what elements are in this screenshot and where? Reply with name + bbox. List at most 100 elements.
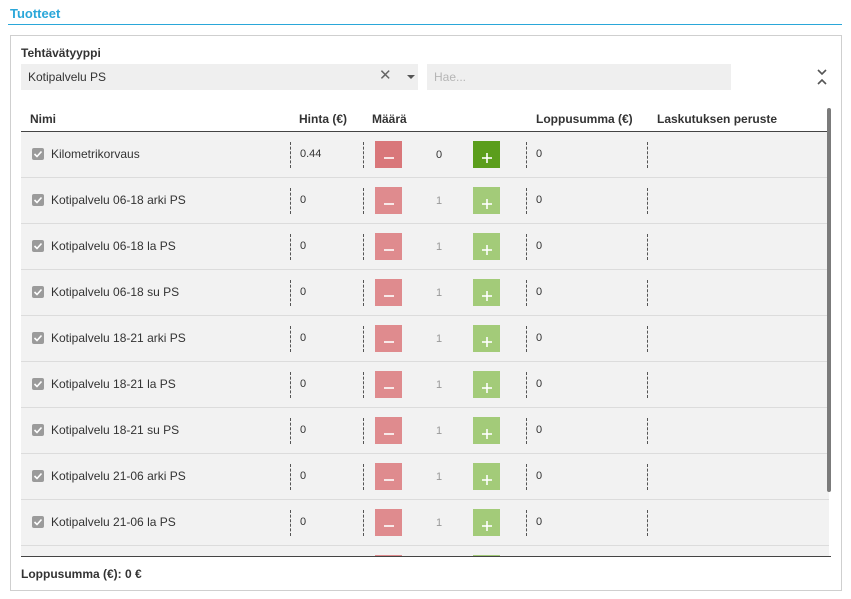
column-divider: [526, 326, 527, 352]
decrease-qty-button[interactable]: [375, 371, 402, 398]
increase-qty-button[interactable]: [473, 463, 500, 490]
table-row: Kotipalvelu 06-18 su PS 0 1 0: [21, 270, 829, 316]
row-checkbox[interactable]: [32, 470, 44, 482]
row-name: Kotipalvelu 18-21 la PS: [51, 377, 176, 391]
column-divider: [363, 372, 364, 398]
row-price: 0.44: [300, 148, 322, 160]
column-divider: [290, 142, 291, 168]
decrease-qty-button[interactable]: [375, 141, 402, 168]
increase-qty-button[interactable]: [473, 279, 500, 306]
column-divider: [363, 464, 364, 490]
row-total: 0: [536, 194, 543, 206]
column-divider: [526, 372, 527, 398]
increase-qty-button[interactable]: [473, 555, 500, 556]
row-price: 0: [300, 194, 307, 206]
search-input[interactable]: [427, 64, 731, 90]
column-divider: [363, 188, 364, 214]
column-divider: [290, 234, 291, 260]
row-price: 0: [300, 240, 307, 252]
close-icon[interactable]: ✕: [379, 67, 392, 84]
decrease-qty-button[interactable]: [375, 509, 402, 536]
increase-qty-button[interactable]: [473, 141, 500, 168]
column-divider: [647, 418, 648, 444]
minus-icon: [383, 157, 394, 159]
header-price[interactable]: Hinta (€): [299, 112, 347, 126]
row-name: Kilometrikorvaus: [51, 147, 140, 161]
header-billing[interactable]: Laskutuksen peruste: [657, 112, 778, 126]
header-total[interactable]: Loppusumma (€): [536, 112, 633, 126]
check-icon: [33, 334, 43, 342]
column-divider: [647, 372, 648, 398]
header-name[interactable]: Nimi: [30, 112, 57, 126]
column-divider: [526, 142, 527, 168]
row-total: 0: [536, 470, 543, 482]
increase-qty-button[interactable]: [473, 325, 500, 352]
decrease-qty-button[interactable]: [375, 325, 402, 352]
row-name: Kotipalvelu 06-18 arki PS: [51, 193, 186, 207]
row-checkbox[interactable]: [32, 240, 44, 252]
table-row: Kotipalvelu 18-21 su PS 0 1 0: [21, 408, 829, 454]
minus-icon: [383, 249, 394, 251]
collapse-icon[interactable]: [815, 68, 829, 86]
plus-icon: [481, 245, 492, 255]
column-divider: [526, 510, 527, 536]
row-qty: 1: [435, 425, 443, 437]
header-qty[interactable]: Määrä: [372, 112, 407, 126]
row-checkbox[interactable]: [32, 194, 44, 206]
scrollbar[interactable]: [827, 108, 831, 492]
row-price: 0: [300, 332, 307, 344]
decrease-qty-button[interactable]: [375, 555, 402, 556]
section-divider: [8, 24, 842, 25]
row-total: 0: [536, 424, 543, 436]
increase-qty-button[interactable]: [473, 187, 500, 214]
decrease-qty-button[interactable]: [375, 279, 402, 306]
row-total: 0: [536, 516, 543, 528]
row-checkbox[interactable]: [32, 424, 44, 436]
table-row: Kotipalvelu 06-18 la PS 0 1 0: [21, 224, 829, 270]
row-checkbox[interactable]: [32, 148, 44, 160]
column-divider: [647, 142, 648, 168]
row-checkbox[interactable]: [32, 332, 44, 344]
column-divider: [363, 326, 364, 352]
decrease-qty-button[interactable]: [375, 463, 402, 490]
check-icon: [33, 426, 43, 434]
column-divider: [647, 188, 648, 214]
row-checkbox[interactable]: [32, 516, 44, 528]
decrease-qty-button[interactable]: [375, 417, 402, 444]
decrease-qty-button[interactable]: [375, 233, 402, 260]
increase-qty-button[interactable]: [473, 233, 500, 260]
row-checkbox[interactable]: [32, 286, 44, 298]
column-divider: [363, 142, 364, 168]
minus-icon: [383, 295, 394, 297]
chevron-down-icon[interactable]: [407, 75, 415, 79]
check-icon: [33, 196, 43, 204]
row-total: 0: [536, 332, 543, 344]
row-name: Kotipalvelu 21-06 arki PS: [51, 469, 186, 483]
footer-divider: [21, 556, 831, 557]
product-rows: Kilometrikorvaus 0.44 0 0 Kotipalvelu 06-18 …: [21, 132, 829, 556]
row-price: 0: [300, 378, 307, 390]
check-icon: [33, 472, 43, 480]
plus-icon: [481, 337, 492, 347]
table-row: Kotipalvelu 18-21 la PS 0 1 0: [21, 362, 829, 408]
minus-icon: [383, 203, 394, 205]
plus-icon: [481, 429, 492, 439]
increase-qty-button[interactable]: [473, 509, 500, 536]
increase-qty-button[interactable]: [473, 371, 500, 398]
row-total: 0: [536, 378, 543, 390]
row-qty: 1: [435, 517, 443, 529]
check-icon: [33, 518, 43, 526]
row-checkbox[interactable]: [32, 378, 44, 390]
increase-qty-button[interactable]: [473, 417, 500, 444]
decrease-qty-button[interactable]: [375, 187, 402, 214]
column-divider: [647, 234, 648, 260]
row-qty: 0: [435, 149, 443, 161]
column-divider: [290, 372, 291, 398]
column-divider: [290, 418, 291, 444]
plus-icon: [481, 291, 492, 301]
column-divider: [526, 464, 527, 490]
task-type-select[interactable]: Kotipalvelu PS ✕: [21, 64, 418, 90]
column-divider: [647, 326, 648, 352]
footer-total: Loppusumma (€): 0 €: [21, 567, 142, 581]
row-price: 0: [300, 470, 307, 482]
